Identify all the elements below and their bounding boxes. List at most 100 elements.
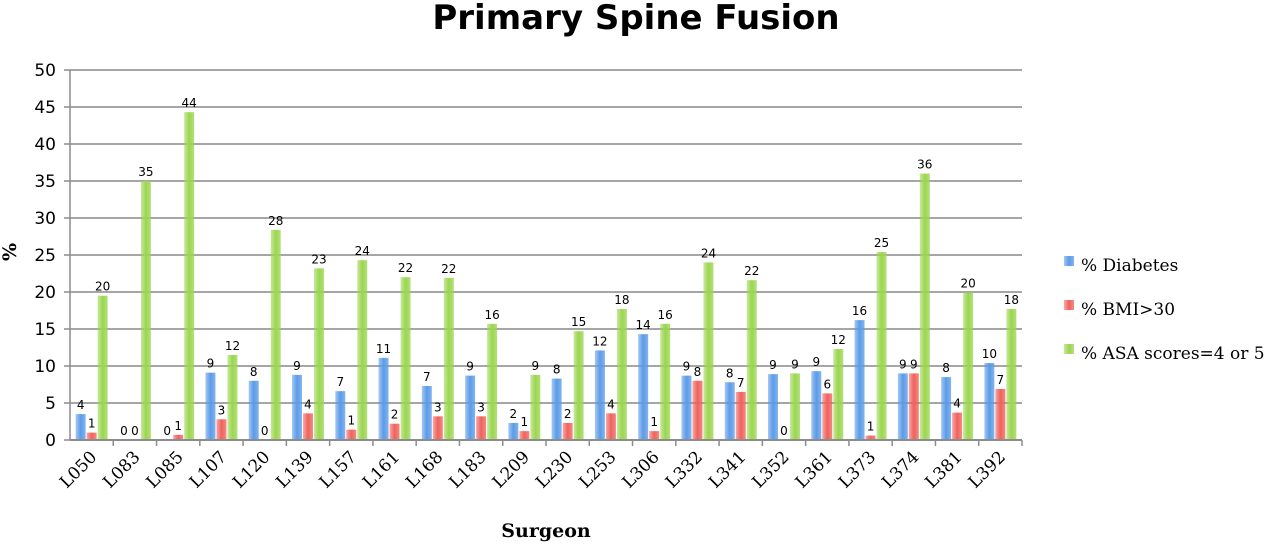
bar: [248, 380, 259, 440]
y-tick-label: 30: [34, 209, 56, 229]
bar: [465, 375, 476, 440]
bar: [790, 373, 800, 440]
data-label: 0: [163, 424, 171, 438]
data-label: 16: [658, 308, 673, 322]
data-label: 3: [477, 400, 485, 414]
y-tick-label: 50: [34, 61, 56, 81]
data-label: 1: [174, 419, 182, 433]
legend-swatch: [1064, 344, 1074, 354]
bar: [216, 419, 227, 440]
x-tick-label: L392: [965, 447, 1010, 492]
bar: [854, 320, 865, 440]
bar: [681, 375, 692, 440]
x-tick-label: L374: [878, 447, 923, 492]
x-tick-label: L168: [402, 447, 447, 492]
y-tick-label: 10: [34, 357, 56, 377]
bar: [270, 229, 281, 440]
data-label: 16: [852, 304, 867, 318]
bar: [205, 372, 216, 440]
bar: [768, 374, 778, 440]
data-label: 8: [553, 363, 561, 377]
bar: [952, 412, 963, 440]
x-tick-label: L050: [56, 447, 101, 492]
bar: [227, 354, 238, 440]
bar: [378, 357, 389, 440]
data-label: 28: [268, 214, 283, 228]
bar: [97, 295, 108, 440]
bar: [573, 331, 584, 440]
bar: [551, 378, 562, 440]
data-label: 3: [434, 400, 442, 414]
data-label: 2: [564, 407, 572, 421]
bar: [86, 432, 97, 440]
bar: [995, 388, 1006, 440]
bar: [660, 323, 671, 440]
data-label: 2: [391, 408, 399, 422]
bar: [811, 371, 822, 440]
bar: [530, 374, 541, 440]
data-label: 4: [304, 397, 312, 411]
y-axis-title: %: [0, 243, 21, 261]
data-label: 16: [484, 308, 499, 322]
x-tick-label: L306: [619, 447, 664, 492]
data-label: 8: [250, 365, 258, 379]
data-label: 15: [571, 315, 586, 329]
data-label: 9: [899, 357, 907, 371]
x-tick-label: L183: [446, 447, 491, 492]
data-label: 1: [521, 415, 529, 429]
bar: [519, 431, 530, 440]
bar: [1006, 309, 1017, 440]
data-label: 1: [867, 420, 875, 434]
data-label: 9: [910, 357, 918, 371]
bars: [75, 112, 1017, 441]
data-label: 20: [960, 277, 975, 291]
data-label: 8: [726, 366, 734, 380]
y-tick-label: 5: [45, 394, 56, 414]
bar: [984, 363, 995, 440]
bar: [476, 416, 487, 440]
data-label: 9: [683, 360, 691, 374]
x-tick-label: L341: [705, 447, 750, 492]
bar: [173, 434, 184, 440]
bar: [303, 413, 313, 440]
data-label: 9: [466, 360, 474, 374]
data-label: 22: [398, 261, 413, 275]
data-label: 7: [737, 376, 745, 390]
bar: [735, 391, 746, 440]
bar: [638, 334, 649, 440]
x-tick-label: L083: [99, 447, 144, 492]
bar: [75, 414, 86, 440]
bar: [616, 309, 627, 440]
x-tick-label: L253: [575, 447, 620, 492]
data-label: 1: [88, 417, 96, 431]
data-label: 35: [138, 165, 153, 179]
bar: [346, 429, 357, 440]
data-label: 7: [336, 375, 344, 389]
data-label: 2: [510, 407, 518, 421]
bar: [865, 435, 876, 440]
legend-swatch: [1064, 256, 1074, 266]
x-tick-label: L352: [748, 447, 793, 492]
legend-label: % Diabetes: [1081, 256, 1178, 276]
data-label: 3: [218, 403, 226, 417]
data-label: 0: [131, 424, 139, 438]
data-label: 9: [812, 355, 820, 369]
data-label: 23: [311, 252, 326, 266]
bar: [963, 292, 974, 440]
bar: [703, 262, 714, 440]
data-label: 18: [1004, 293, 1019, 307]
bar: [292, 374, 302, 440]
x-tick-label: L157: [316, 447, 361, 492]
bar: [876, 252, 887, 440]
legend-label: % ASA scores=4 or 5: [1081, 344, 1265, 364]
data-label: 0: [120, 424, 128, 438]
data-label: 8: [694, 365, 702, 379]
x-tick-label: L230: [532, 447, 577, 492]
bar: [184, 112, 195, 441]
bar: [443, 277, 454, 440]
bar: [508, 422, 519, 440]
bar: [822, 393, 833, 440]
data-label: 4: [607, 397, 615, 411]
x-tick-label: L381: [922, 447, 967, 492]
